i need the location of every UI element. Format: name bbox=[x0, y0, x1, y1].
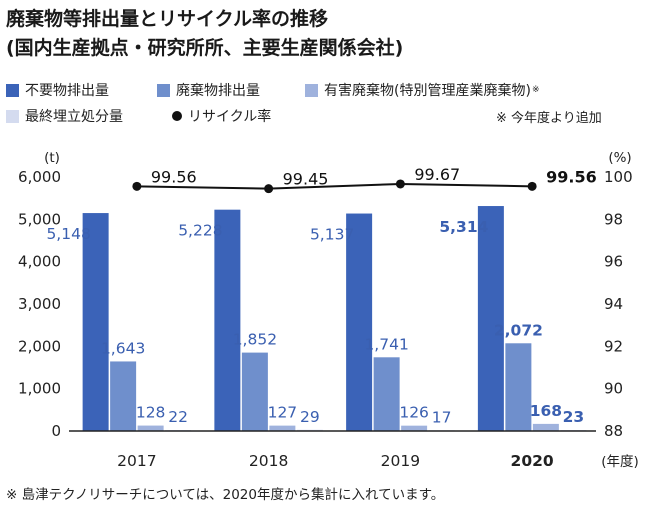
legend-note-mark: ※ bbox=[531, 85, 540, 95]
bar bbox=[269, 425, 296, 431]
recycle-rate-point bbox=[527, 181, 537, 191]
legend-item-recycle-rate: リサイクル率 bbox=[172, 106, 271, 126]
bar-value-label: 5,148 bbox=[46, 225, 90, 243]
left-tick-label: 6,000 bbox=[18, 168, 61, 186]
left-tick-label: 4,000 bbox=[18, 253, 61, 271]
bar bbox=[532, 423, 559, 431]
recycle-rate-point bbox=[132, 181, 142, 191]
right-tick-label: 90 bbox=[604, 380, 623, 398]
bar-value-label: 127 bbox=[268, 404, 298, 422]
bar-value-label: 5,137 bbox=[310, 226, 354, 244]
bar-value-label: 128 bbox=[136, 404, 166, 422]
recycle-rate-label: 99.45 bbox=[283, 170, 329, 189]
bar bbox=[373, 357, 400, 431]
bar bbox=[477, 206, 504, 431]
recycle-rate-label: 99.67 bbox=[414, 165, 460, 184]
bar bbox=[137, 425, 164, 431]
category-label: 2019 bbox=[381, 452, 420, 470]
legend-item-landfill: 最終埋立処分量 bbox=[6, 106, 123, 126]
bar-value-label: 1,741 bbox=[364, 335, 408, 353]
recycle-rate-point bbox=[264, 184, 274, 194]
footnote: ※ 島津テクノリサーチについては、2020年度から集計に入れています。 bbox=[6, 487, 445, 503]
bar bbox=[110, 361, 137, 431]
bar-value-label: 168 bbox=[530, 402, 562, 420]
bar-value-label: 23 bbox=[563, 408, 585, 426]
x-axis-unit: (年度) bbox=[601, 454, 639, 470]
legend-swatch bbox=[305, 83, 318, 97]
left-tick-label: 5,000 bbox=[18, 210, 61, 228]
chart-title: 廃棄物等排出量とリサイクル率の推移 bbox=[6, 8, 329, 30]
category-label: 2017 bbox=[117, 452, 156, 470]
bar-value-label: 5,228 bbox=[178, 222, 222, 240]
bar-value-label: 126 bbox=[399, 404, 429, 422]
category-label: 2020 bbox=[511, 452, 554, 470]
bar bbox=[401, 425, 428, 431]
category-label: 2018 bbox=[249, 452, 288, 470]
bar-value-label: 29 bbox=[300, 408, 320, 426]
legend-dot bbox=[172, 111, 182, 121]
left-tick-label: 1,000 bbox=[18, 380, 61, 398]
legend-label: リサイクル率 bbox=[188, 109, 272, 125]
right-tick-label: 96 bbox=[604, 253, 623, 271]
new-item-note: ※ 今年度より追加 bbox=[496, 111, 602, 126]
bar-value-label: 17 bbox=[432, 408, 452, 426]
legend-swatch bbox=[6, 109, 19, 123]
legend-swatch bbox=[157, 83, 170, 97]
recycle-rate-point bbox=[395, 179, 405, 189]
bar-value-label: 2,072 bbox=[494, 321, 543, 339]
legend-label: 最終埋立処分量 bbox=[25, 109, 123, 125]
bar-value-label: 22 bbox=[168, 408, 188, 426]
legend-label: 不要物排出量 bbox=[25, 83, 109, 99]
left-tick-label: 3,000 bbox=[18, 295, 61, 313]
legend-label: 廃棄物排出量 bbox=[176, 83, 260, 99]
bar-value-label: 1,852 bbox=[233, 331, 277, 349]
left-tick-label: 2,000 bbox=[18, 337, 61, 355]
left-tick-label: 0 bbox=[51, 422, 61, 440]
bar-value-label: 1,643 bbox=[101, 339, 145, 357]
recycle-rate-line bbox=[136, 182, 533, 190]
legend-item-unnecessary: 不要物排出量 bbox=[6, 80, 109, 100]
recycle-rate-label: 99.56 bbox=[546, 167, 597, 186]
bar-value-label: 5,314 bbox=[439, 218, 488, 236]
right-tick-label: 98 bbox=[604, 210, 623, 228]
recycle-rate-label: 99.56 bbox=[151, 167, 197, 186]
legend-item-hazardous: 有害廃棄物(特別管理産業廃棄物) ※ bbox=[305, 80, 539, 100]
legend-label: 有害廃棄物(特別管理産業廃棄物) bbox=[324, 83, 531, 99]
chart-subtitle: (国内生産拠点・研究所所、主要生産関係会社) bbox=[6, 37, 404, 59]
bar bbox=[241, 352, 268, 431]
bar bbox=[505, 343, 532, 431]
right-tick-label: 94 bbox=[604, 295, 623, 313]
bar bbox=[82, 213, 109, 431]
right-tick-label: 100 bbox=[604, 168, 633, 186]
bar bbox=[214, 209, 241, 431]
bar bbox=[346, 213, 373, 431]
right-tick-label: 88 bbox=[604, 422, 623, 440]
left-axis-unit: (t) bbox=[44, 150, 60, 166]
legend-swatch bbox=[6, 83, 19, 97]
right-axis-unit: (%) bbox=[608, 150, 631, 166]
right-tick-label: 92 bbox=[604, 337, 623, 355]
legend-item-waste: 廃棄物排出量 bbox=[157, 80, 260, 100]
